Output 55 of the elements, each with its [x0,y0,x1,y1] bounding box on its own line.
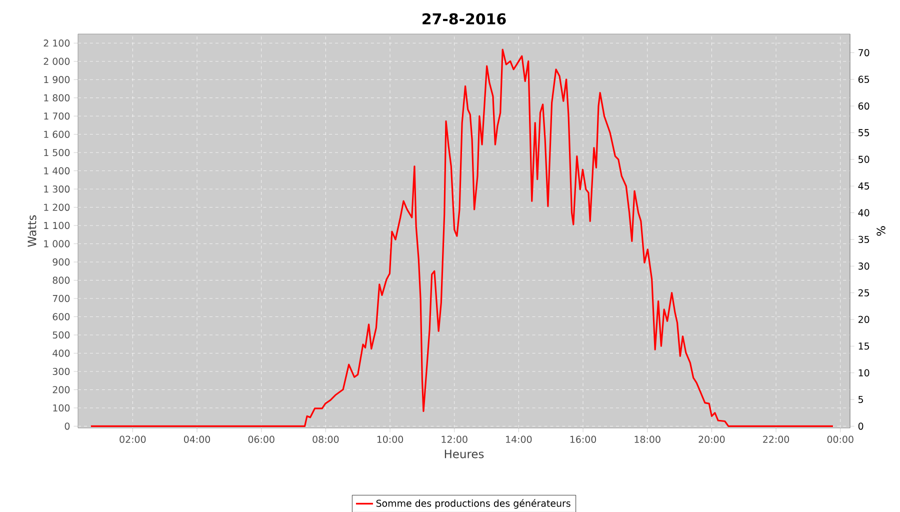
x-tick-label: 14:00 [506,436,532,443]
x-tick-label: 10:00 [377,436,404,443]
legend-label: Somme des productions des générateurs [376,498,570,508]
y-tick-label: 500 [52,331,70,338]
y-tick-label: 1 100 [44,222,70,229]
y-tick-label: 900 [52,258,70,266]
y-tick-label: 1 900 [44,76,70,83]
x-tick-label: 04:00 [184,436,210,443]
x-tick-label: 00:00 [827,436,854,443]
y2-axis-title: % [876,226,886,236]
x-tick-label: 20:00 [698,436,725,443]
y-tick-label: 200 [52,386,70,394]
line-series [90,48,834,427]
y2-tick-label: 65 [858,76,870,83]
x-tick-label: 06:00 [248,436,274,443]
y-tick-label: 1 000 [44,240,70,248]
y-tick-label: 2 100 [44,39,70,46]
y2-tick-label: 55 [858,128,870,136]
y-tick-label: 1 400 [44,167,70,174]
y2-tick-label: 5 [858,396,863,403]
x-tick-label: 08:00 [312,436,339,443]
y-tick-label: 1 200 [44,203,70,211]
x-tick-label: 16:00 [570,436,596,443]
y-tick-label: 2 000 [44,58,70,65]
y2-tick-label: 15 [858,342,870,350]
y-tick-label: 1 500 [44,148,70,156]
y-tick-label: 1 700 [44,112,70,120]
chart-title: 27-8-2016 [422,12,506,24]
y-tick-label: 700 [52,294,70,302]
y-tick-label: 1 800 [44,94,70,102]
y2-tick-label: 30 [858,262,870,270]
y2-tick-label: 0 [858,422,864,430]
y-tick-label: 400 [52,349,70,357]
y-tick-label: 800 [52,276,70,284]
y2-tick-label: 70 [858,48,870,56]
y-tick-label: 300 [52,368,70,375]
x-tick-label: 18:00 [634,436,660,443]
x-tick-label: 22:00 [763,436,790,443]
y-tick-label: 1 300 [44,185,70,192]
x-tick-label: 02:00 [120,436,146,443]
x-axis-title: Heures [444,450,484,458]
y2-tick-label: 40 [858,208,870,216]
y2-tick-label: 60 [858,102,870,110]
y2-tick-label: 50 [858,156,870,163]
y-tick-label: 0 [64,422,70,430]
y2-tick-label: 25 [858,288,870,296]
y2-tick-label: 10 [858,369,870,376]
y-tick-label: 1 600 [44,130,70,138]
y-tick-label: 600 [52,312,70,320]
y2-tick-label: 20 [858,316,870,323]
y2-tick-label: 35 [858,236,870,243]
y-axis-title: Watts [28,215,36,247]
y2-tick-label: 45 [858,182,870,190]
y-tick-label: 100 [53,404,70,412]
x-tick-label: 12:00 [442,436,468,443]
